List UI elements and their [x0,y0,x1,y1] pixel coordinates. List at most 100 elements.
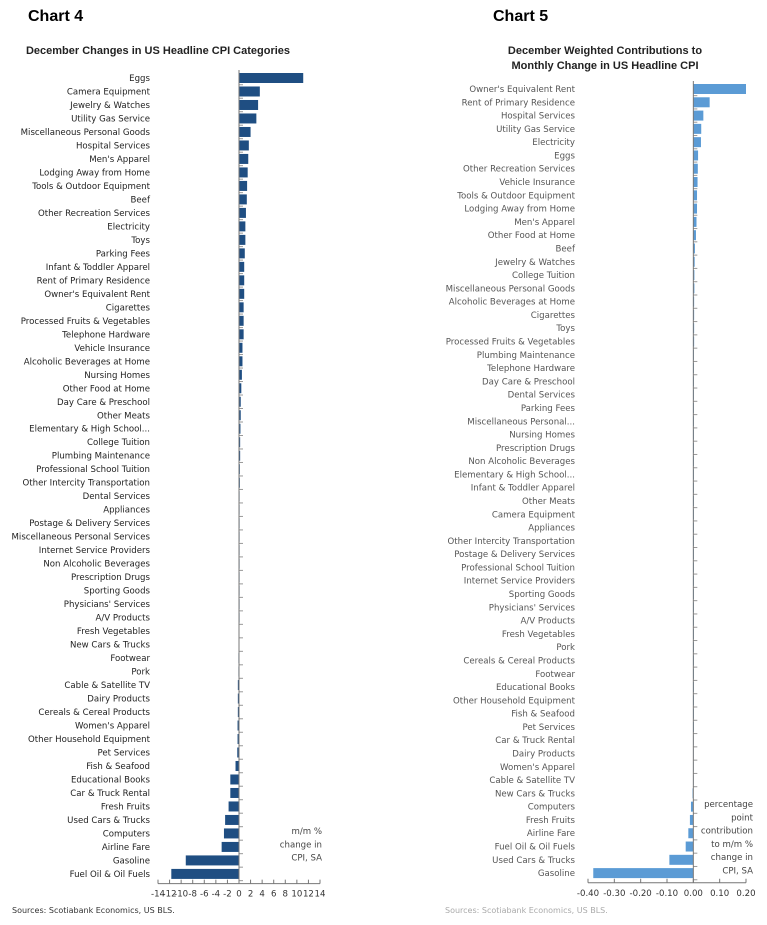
annotation-line: change in [280,840,322,850]
category-label: Footwear [110,654,150,664]
bar [239,180,248,191]
category-label: Elementary & High School... [454,470,575,480]
category-label: Vehicle Insurance [499,178,575,188]
category-label: Other Household Equipment [28,735,151,745]
category-label: Infant & Toddler Apparel [471,484,575,494]
bar [239,140,249,151]
bar [693,256,695,267]
bar [693,177,698,188]
bar [223,828,239,839]
bar [693,190,698,201]
chart5-title-line2: Monthly Change in US Headline CPI [511,60,698,72]
x-tick-label: -14 [151,890,165,900]
category-label: Tools & Outdoor Equipment [31,182,150,192]
x-tick-label: -4 [212,890,221,900]
category-label: Car & Truck Rental [70,789,150,799]
category-label: Telephone Hardware [486,364,575,374]
category-label: A/V Products [521,617,576,627]
bar [239,126,251,137]
category-label: Parking Fees [96,249,151,259]
category-label: Fresh Vegetables [77,627,151,637]
category-label: Gasoline [538,869,575,879]
bar [239,248,245,259]
bar [693,270,695,281]
bar [685,841,694,852]
category-label: Professional School Tuition [36,465,150,475]
bar [239,86,260,97]
category-label: Processed Fruits & Vegetables [446,338,576,348]
category-label: Fish & Seafood [86,762,150,772]
category-label: Appliances [528,524,575,534]
x-tick-label: -0.10 [656,889,678,899]
category-label: Elementary & High School... [29,425,150,435]
category-label: Fuel Oil & Oil Fuels [495,843,576,853]
category-label: Non Alcoholic Beverages [468,457,575,467]
category-label: Dental Services [83,492,151,502]
chart4-source: Sources: Scotiabank Economics, US BLS. [12,906,175,915]
category-label: Day Care & Preschool [57,398,150,408]
bar [693,137,701,148]
category-label: Jewelry & Watches [69,101,150,111]
bar [239,261,245,272]
bar [225,814,239,825]
x-tick-label: 0.20 [736,889,755,899]
category-label: Beef [556,244,576,254]
bar [693,84,746,94]
bar [239,167,248,178]
category-label: Infant & Toddler Apparel [46,263,150,273]
category-label: Alcoholic Beverages at Home [24,357,150,367]
x-tick-label: 10 [291,890,302,900]
bar [228,801,239,812]
x-tick-label: 8 [283,890,288,900]
category-label: Educational Books [71,775,151,785]
category-label: Tools & Outdoor Equipment [456,191,575,201]
category-label: Pet Services [522,723,575,733]
category-label: Postage & Delivery Services [454,550,575,560]
category-label: Plumbing Maintenance [477,351,575,361]
x-tick-label: -10 [174,890,188,900]
bar [239,437,241,448]
x-tick-label: -0.20 [630,889,652,899]
annotation-line: to m/m % [711,840,753,850]
annotation-line: percentage [704,800,753,810]
x-tick-label: 4 [259,890,264,900]
category-label: Other Meats [522,497,575,507]
category-label: Footwear [535,670,575,680]
category-label: Physicians' Services [64,600,151,610]
category-label: Camera Equipment [492,510,576,520]
category-label: Other Intercity Transportation [448,537,575,547]
x-tick-label: -0.40 [577,889,599,899]
category-label: Computers [528,803,576,813]
category-label: Prescription Drugs [496,444,575,454]
category-label: Postage & Delivery Services [29,519,150,529]
bar [239,396,241,407]
category-label: Fuel Oil & Oil Fuels [70,870,151,880]
category-label: Appliances [103,506,150,516]
category-label: Lodging Away from Home [464,205,575,215]
category-label: Other Food at Home [488,231,575,241]
category-label: Pork [131,668,150,678]
bar [239,288,245,299]
category-label: Non Alcoholic Beverages [43,560,150,570]
x-tick-label: 0 [236,890,241,900]
bar [239,113,257,124]
bar [239,221,246,232]
category-label: Other Food at Home [63,384,150,394]
bar [239,329,244,340]
bar [237,680,239,691]
chart4-title: December Changes in US Headline CPI Cate… [26,45,290,57]
category-label: Airline Fare [102,843,150,853]
category-label: Telephone Hardware [61,330,150,340]
category-label: Men's Apparel [514,218,575,228]
x-tick-label: -8 [188,890,197,900]
category-label: Women's Apparel [500,763,575,773]
annotation-line: point [731,813,754,823]
x-tick-label: -6 [200,890,209,900]
category-label: Electricity [107,222,150,232]
category-label: Cereals & Cereal Products [38,708,150,718]
bar [693,203,698,214]
bar [237,693,239,704]
category-label: Rent of Primary Residence [462,98,575,108]
category-label: Cable & Satellite TV [489,776,575,786]
